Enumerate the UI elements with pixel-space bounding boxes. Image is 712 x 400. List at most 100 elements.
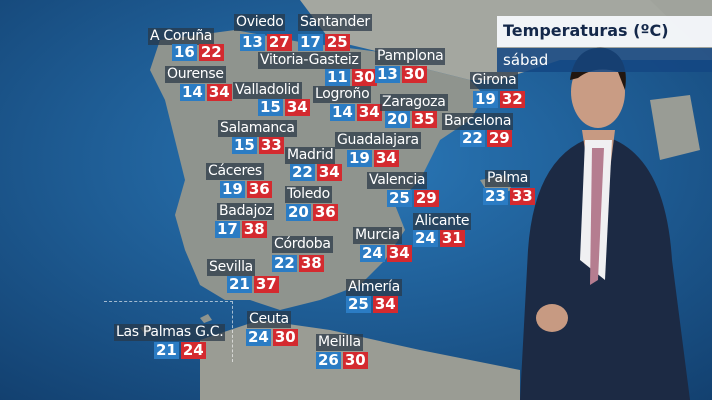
max-temperature: 34 (373, 149, 399, 167)
min-temperature: 24 (246, 328, 271, 346)
min-temperature: 20 (286, 203, 311, 221)
max-temperature: 34 (284, 98, 310, 116)
city-name: Barcelona (442, 113, 514, 130)
city-name: Salamanca (218, 120, 297, 137)
max-temperature: 30 (401, 65, 427, 83)
temperature-pair: 19 34 (347, 150, 399, 167)
max-temperature: 38 (298, 254, 324, 272)
temperature-pair: 14 34 (180, 84, 232, 101)
temperature-pair: 15 33 (232, 137, 284, 154)
temperature-pair: 17 38 (215, 221, 267, 238)
min-temperature: 17 (298, 33, 323, 51)
city-name: Logroño (313, 86, 372, 103)
min-temperature: 15 (232, 136, 257, 154)
temperature-pair: 11 30 (325, 69, 377, 86)
city-name: Madrid (285, 147, 336, 164)
max-temperature: 29 (413, 189, 439, 207)
temperature-pair: 23 33 (483, 188, 535, 205)
temperature-pair: 22 29 (460, 130, 512, 147)
temperature-pair: 22 38 (272, 255, 324, 272)
temperature-pair: 24 30 (246, 329, 298, 346)
max-temperature: 31 (439, 229, 465, 247)
city-name: Cáceres (206, 163, 264, 180)
min-temperature: 25 (346, 295, 371, 313)
temperature-pair: 16 22 (172, 44, 224, 61)
min-temperature: 13 (240, 33, 265, 51)
min-temperature: 22 (460, 129, 485, 147)
max-temperature: 24 (180, 341, 206, 359)
city-name: Valladolid (233, 82, 302, 99)
min-temperature: 13 (375, 65, 400, 83)
min-temperature: 25 (387, 189, 412, 207)
min-temperature: 16 (172, 43, 197, 61)
min-temperature: 14 (180, 83, 205, 101)
city-name: Zaragoza (380, 94, 448, 111)
min-temperature: 14 (330, 103, 355, 121)
temperature-pair: 19 32 (473, 91, 525, 108)
city-name: Ceuta (247, 311, 291, 328)
city-name: Palma (485, 170, 530, 187)
min-temperature: 19 (473, 90, 498, 108)
temperature-pair: 20 35 (385, 111, 437, 128)
max-temperature: 33 (509, 187, 535, 205)
temperature-pair: 24 34 (360, 245, 412, 262)
temperature-pair: 25 34 (346, 296, 398, 313)
min-temperature: 19 (347, 149, 372, 167)
min-temperature: 22 (290, 163, 315, 181)
city-name: Las Palmas G.C. (114, 324, 226, 341)
presenter (520, 47, 690, 400)
temperature-pair: 21 24 (154, 342, 206, 359)
max-temperature: 30 (272, 328, 298, 346)
max-temperature: 34 (316, 163, 342, 181)
max-temperature: 34 (356, 103, 382, 121)
city-name: Girona (470, 72, 519, 89)
min-temperature: 11 (325, 68, 350, 86)
max-temperature: 22 (198, 43, 224, 61)
max-temperature: 29 (486, 129, 512, 147)
city-name: Murcia (353, 227, 402, 244)
min-temperature: 19 (220, 180, 245, 198)
min-temperature: 26 (316, 351, 341, 369)
day-label: sábad (503, 51, 549, 69)
city-name: Córdoba (272, 236, 333, 253)
min-temperature: 17 (215, 220, 240, 238)
temperature-pair: 19 36 (220, 181, 272, 198)
temperature-pair: 13 30 (375, 66, 427, 83)
max-temperature: 35 (411, 110, 437, 128)
max-temperature: 36 (246, 180, 272, 198)
sardinia (650, 95, 700, 160)
min-temperature: 20 (385, 110, 410, 128)
min-temperature: 24 (413, 229, 438, 247)
city-name: Valencia (367, 172, 428, 189)
min-temperature: 23 (483, 187, 508, 205)
city-name: Almería (346, 279, 402, 296)
max-temperature: 34 (206, 83, 232, 101)
max-temperature: 25 (324, 33, 350, 51)
min-temperature: 21 (154, 341, 179, 359)
max-temperature: 38 (241, 220, 267, 238)
city-name: Melilla (316, 334, 363, 351)
min-temperature: 24 (360, 244, 385, 262)
city-name: A Coruña (148, 28, 215, 45)
city-name: Toledo (285, 186, 332, 203)
city-name: Vitoria-Gasteiz (258, 52, 361, 69)
max-temperature: 33 (258, 136, 284, 154)
canary-islands-inset-frame (104, 301, 233, 362)
temperature-pair: 17 25 (298, 34, 350, 51)
temperature-pair: 22 34 (290, 164, 342, 181)
day-band: sábad (497, 48, 712, 72)
temperature-pair: 21 37 (227, 276, 279, 293)
max-temperature: 27 (266, 33, 292, 51)
temperature-pair: 14 34 (330, 104, 382, 121)
temperature-pair: 13 27 (240, 34, 292, 51)
city-name: Badajoz (217, 203, 275, 220)
max-temperature: 36 (312, 203, 338, 221)
min-temperature: 22 (272, 254, 297, 272)
temperature-pair: 15 34 (258, 99, 310, 116)
city-name: Alicante (413, 213, 472, 230)
map-title: Temperaturas (ºC) (503, 21, 669, 40)
city-name: Ourense (165, 66, 226, 83)
max-temperature: 34 (372, 295, 398, 313)
max-temperature: 30 (342, 351, 368, 369)
title-box: Temperaturas (ºC) (497, 16, 712, 47)
